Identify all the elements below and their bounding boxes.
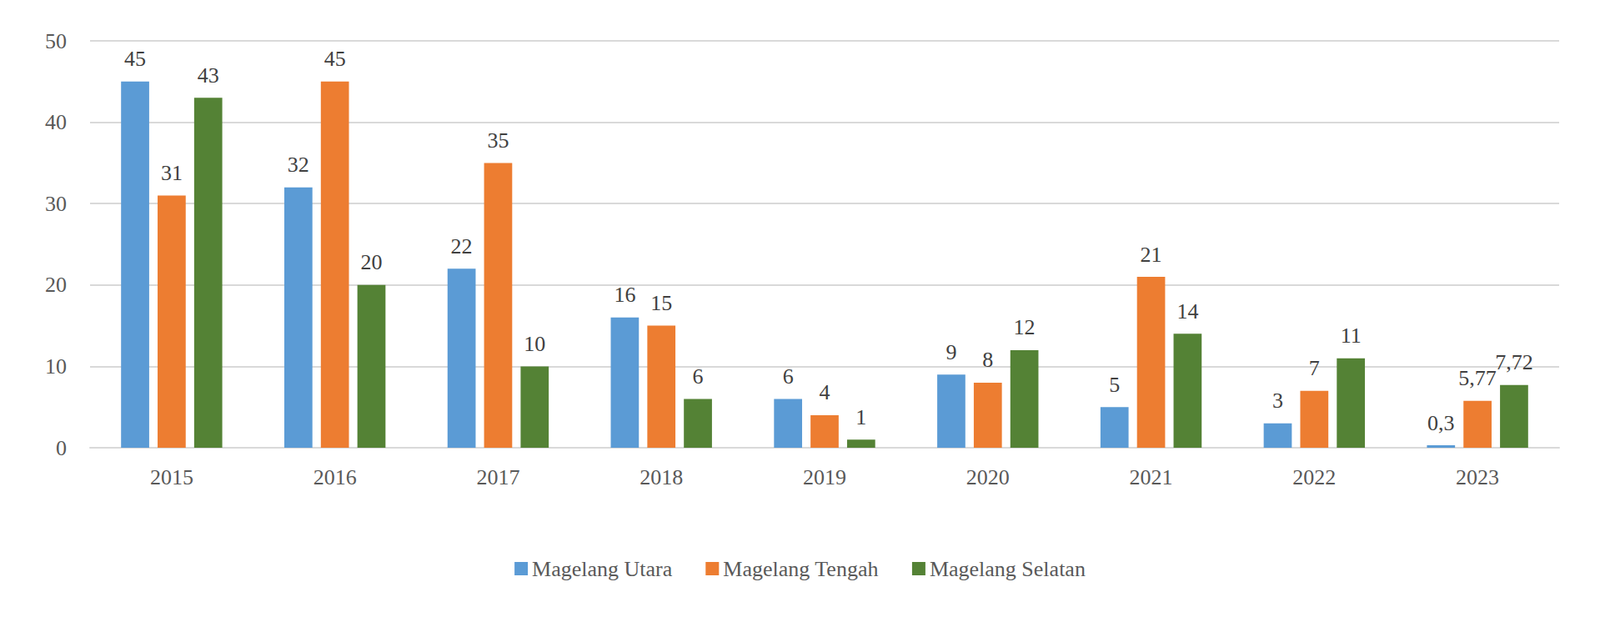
svg-text:7,72: 7,72 — [1494, 350, 1534, 375]
svg-text:21: 21 — [1140, 242, 1163, 267]
svg-text:35: 35 — [486, 128, 509, 153]
svg-text:Magelang Utara: Magelang Utara — [531, 556, 673, 582]
svg-text:43: 43 — [197, 63, 220, 88]
svg-text:22: 22 — [451, 234, 473, 259]
svg-text:4: 4 — [819, 380, 831, 405]
svg-text:Magelang Selatan: Magelang Selatan — [929, 556, 1086, 582]
svg-text:Magelang Tengah: Magelang Tengah — [722, 556, 878, 582]
svg-text:31: 31 — [160, 160, 183, 186]
svg-text:3: 3 — [1272, 388, 1284, 413]
svg-text:2020: 2020 — [966, 465, 1010, 490]
svg-text:0,3: 0,3 — [1427, 411, 1455, 436]
svg-text:45: 45 — [124, 46, 146, 71]
svg-text:50: 50 — [45, 29, 67, 54]
svg-text:9: 9 — [945, 340, 957, 365]
svg-text:11: 11 — [1340, 323, 1362, 348]
svg-text:5,77: 5,77 — [1458, 366, 1497, 391]
svg-text:30: 30 — [45, 191, 67, 216]
svg-text:8: 8 — [982, 347, 994, 372]
svg-text:14: 14 — [1176, 299, 1199, 324]
svg-text:5: 5 — [1108, 372, 1120, 397]
svg-text:12: 12 — [1013, 315, 1036, 340]
svg-text:2016: 2016 — [313, 465, 357, 490]
svg-text:10: 10 — [45, 354, 67, 379]
svg-text:2017: 2017 — [476, 465, 520, 490]
svg-text:7: 7 — [1309, 356, 1320, 381]
svg-text:45: 45 — [324, 46, 347, 71]
svg-text:6: 6 — [782, 364, 794, 389]
svg-text:2023: 2023 — [1455, 465, 1500, 490]
svg-text:2018: 2018 — [639, 465, 683, 490]
svg-text:2022: 2022 — [1292, 465, 1336, 490]
svg-text:20: 20 — [360, 250, 382, 275]
svg-text:32: 32 — [287, 152, 310, 177]
svg-text:2015: 2015 — [150, 465, 194, 490]
svg-text:0: 0 — [55, 436, 67, 461]
svg-text:20: 20 — [45, 272, 67, 297]
svg-text:40: 40 — [45, 110, 67, 135]
svg-text:2021: 2021 — [1129, 465, 1174, 490]
svg-text:1: 1 — [855, 405, 867, 430]
svg-text:6: 6 — [692, 364, 704, 389]
svg-text:16: 16 — [613, 282, 636, 307]
svg-text:2019: 2019 — [802, 465, 847, 490]
svg-text:15: 15 — [650, 290, 673, 316]
svg-text:10: 10 — [523, 331, 546, 357]
